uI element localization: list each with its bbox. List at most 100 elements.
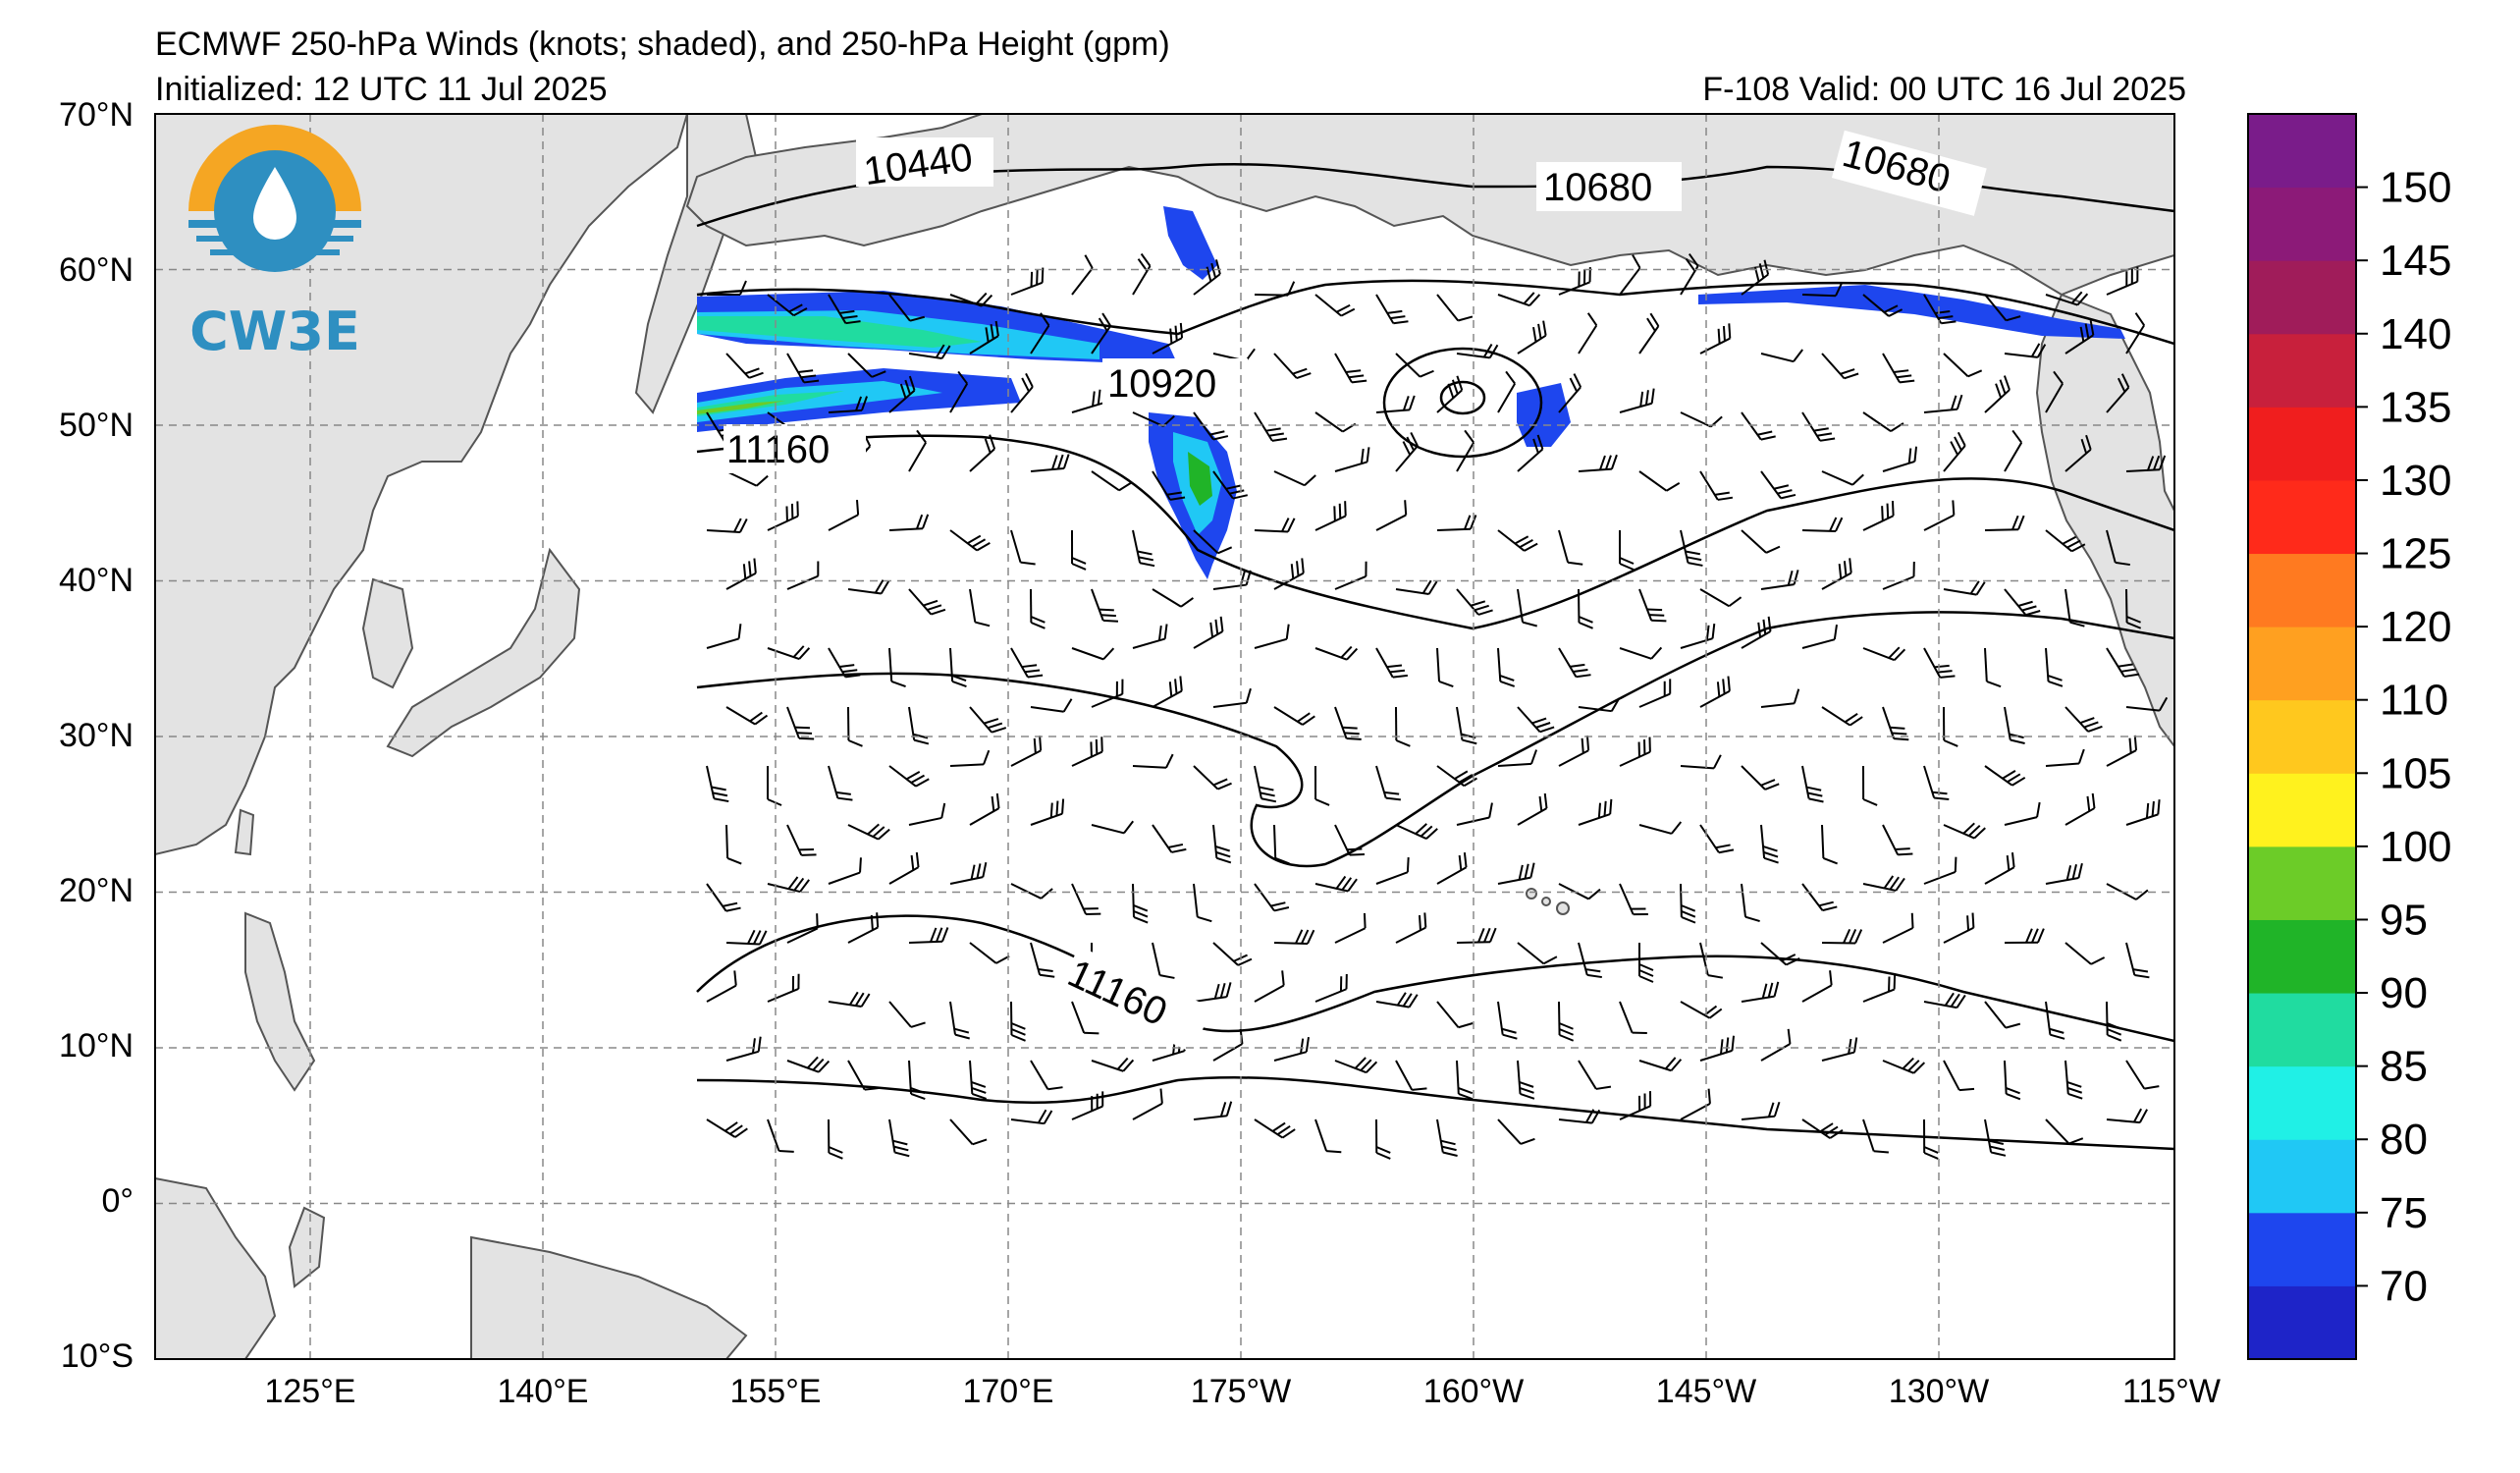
wind-barb: [1517, 792, 1548, 826]
wind-barb: [1030, 942, 1055, 978]
wind-barb: [949, 862, 988, 885]
wind-barb: [828, 765, 853, 801]
wind-barb: [1273, 470, 1316, 487]
wind-barb: [1132, 1088, 1163, 1120]
wind-barb: [1558, 529, 1583, 566]
colorbar-segment: [2248, 187, 2356, 261]
wind-barb: [1943, 431, 1966, 472]
wind-barb: [1943, 580, 1986, 596]
wind-barb: [1314, 765, 1330, 806]
wind-barb: [2004, 343, 2047, 358]
wind-barb: [908, 344, 951, 359]
wind-barb: [1456, 429, 1475, 472]
colorbar-tick-label: 80: [2380, 1116, 2428, 1164]
wind-barb: [2004, 1060, 2021, 1101]
colorbar-segment: [2248, 1285, 2356, 1360]
wind-barb: [1193, 765, 1232, 791]
wind-barb: [847, 1060, 880, 1091]
wind-barb: [1010, 883, 1053, 900]
wind-barb: [1436, 1118, 1458, 1158]
wind-barb: [1801, 883, 1838, 912]
colorbar: 150 145 140 135 130 125 120 110 105 100 95 90 85 80 75…: [2247, 113, 2451, 1360]
wind-barb: [1801, 281, 1844, 298]
wind-barb: [1801, 411, 1836, 442]
wind-barb: [2045, 529, 2086, 553]
wind-barb: [888, 765, 930, 788]
wind-barb: [1254, 281, 1296, 297]
wind-barb: [969, 942, 1010, 964]
wind-barb: [2045, 370, 2064, 413]
colorbar-tick-label: 75: [2380, 1189, 2428, 1237]
colorbar-segment: [2248, 919, 2356, 994]
wind-barb: [1132, 883, 1149, 924]
wind-barb: [1699, 1035, 1736, 1062]
wind-barb: [1132, 624, 1168, 649]
wind-barb: [767, 294, 808, 317]
wind-barb: [1578, 1060, 1612, 1090]
wind-barb: [888, 1001, 926, 1028]
wind-barb: [1010, 529, 1036, 566]
colorbar-segment: [2248, 1212, 2356, 1286]
wind-barb: [1680, 252, 1699, 296]
wind-barb: [1254, 970, 1285, 1003]
wind-barb: [1334, 824, 1366, 856]
wind-barb: [2106, 373, 2130, 413]
wind-barb: [1801, 624, 1838, 649]
wind-barb: [1254, 624, 1290, 649]
wind-barb: [1030, 698, 1073, 713]
wind-barb: [1395, 579, 1438, 596]
wind-barb: [908, 927, 949, 944]
wind-barb: [707, 280, 747, 296]
wind-speed-shading: [697, 206, 2125, 579]
contour-label-11160-a: 11160: [726, 428, 830, 471]
latitude-labels: 70°N 60°N 50°N 40°N 30°N 20°N 10°N 0° 10…: [59, 96, 134, 1375]
jet-max-core: [697, 401, 785, 414]
wind-barb: [2106, 1108, 2148, 1124]
wind-barb: [1497, 292, 1541, 307]
wind-barb: [2125, 799, 2161, 826]
wind-barb: [1030, 798, 1065, 826]
wind-barb: [2064, 320, 2095, 355]
wind-barb: [706, 765, 729, 803]
wind-barb: [1943, 706, 1958, 747]
wind-barb: [908, 588, 946, 616]
lat-label-10n: 10°N: [59, 1027, 134, 1064]
wind-barb: [1273, 929, 1315, 945]
wind-barb: [888, 514, 930, 531]
wind-barb: [786, 1056, 831, 1073]
wind-barb: [2004, 429, 2023, 472]
wind-barb: [1801, 765, 1824, 803]
lat-label-30n: 30°N: [59, 717, 134, 754]
wind-barb: [1071, 647, 1115, 661]
wind-barb: [1273, 1036, 1310, 1062]
wind-barb: [969, 588, 991, 627]
wind-barb: [1193, 982, 1232, 1003]
wind-barb: [1517, 434, 1544, 472]
wind-barb: [1273, 824, 1290, 865]
colorbar-segment: [2248, 1139, 2356, 1214]
jet-trough-axis-core: [1188, 452, 1212, 506]
wind-barb: [1862, 646, 1906, 662]
lat-label-10s: 10°S: [61, 1337, 134, 1375]
wind-barb: [1578, 942, 1602, 979]
wind-barb: [1334, 561, 1367, 590]
wind-barb: [1071, 529, 1087, 571]
wind-barb: [908, 802, 946, 826]
wind-barb: [1254, 883, 1290, 912]
wind-barb: [1680, 754, 1722, 770]
colorbar-tick-label: 135: [2380, 383, 2451, 431]
wind-barb: [888, 1118, 910, 1158]
wind-barb: [2064, 942, 2106, 965]
wind-barb: [1375, 1118, 1391, 1160]
map-frame: [154, 113, 2175, 1360]
wind-barb: [1030, 588, 1046, 629]
wind-barb: [1152, 824, 1187, 853]
wind-barb: [1334, 1057, 1378, 1074]
logo-text: CW3E: [189, 300, 360, 362]
wind-barb: [828, 396, 869, 413]
wind-barb: [1801, 517, 1844, 532]
wind-barb: [949, 1001, 970, 1040]
wind-barb: [1882, 824, 1913, 856]
wind-barb: [786, 561, 820, 590]
wind-barb: [786, 353, 820, 384]
